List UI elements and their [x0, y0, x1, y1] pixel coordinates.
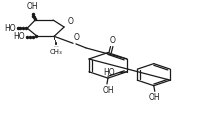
Text: HO: HO	[103, 68, 114, 77]
Text: ···: ···	[53, 44, 59, 49]
Text: O: O	[73, 33, 79, 42]
Text: O: O	[109, 36, 115, 45]
Text: OH: OH	[148, 93, 160, 102]
Text: HO: HO	[13, 32, 25, 41]
Text: O: O	[68, 17, 74, 26]
Text: OH: OH	[26, 2, 38, 11]
Text: HO: HO	[4, 24, 16, 33]
Text: OH: OH	[102, 86, 113, 95]
Text: CH₃: CH₃	[49, 49, 62, 55]
